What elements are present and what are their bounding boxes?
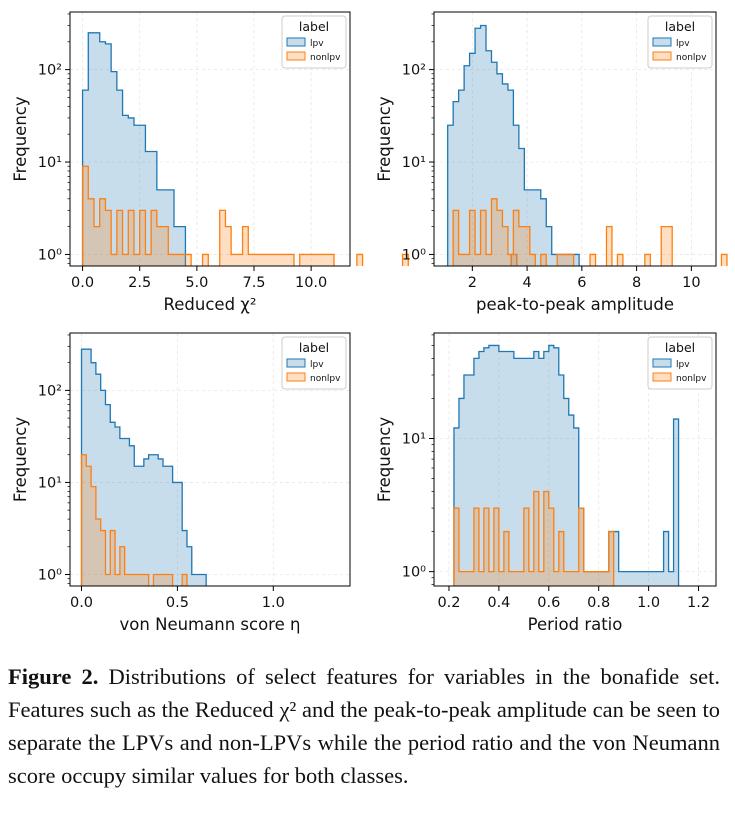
x-tick-label: 1.2 [687, 595, 710, 611]
legend-swatch-nonlpv [286, 51, 306, 61]
histogram-nonlpv [453, 490, 615, 586]
x-axis-label: Period ratio [528, 615, 623, 634]
histogram-period-ratio: 0.2 0.4 0.6 0.8 1.0 1.2 10⁰ 10¹ Period ratio Freq… [375, 332, 717, 634]
legend-swatch-nonlpv [652, 372, 672, 382]
legend-box [647, 336, 713, 390]
y-tick-label: 10² [38, 63, 62, 79]
x-tick-label: 8 [632, 275, 641, 291]
x-tick-label: 1.0 [637, 595, 660, 611]
y-tick-label: 10⁰ [402, 565, 426, 581]
y-tick-label: 10⁰ [402, 247, 426, 263]
legend-box [281, 15, 347, 69]
y-tick-label: 10¹ [38, 475, 62, 491]
histogram-lpv [80, 348, 207, 586]
legend-box [647, 15, 713, 69]
y-axis-label: Frequency [375, 417, 394, 502]
figure-caption: Figure 2. Distributions of select featur… [8, 660, 720, 792]
histogram-von-neumann-score: 0.0 0.5 1.0 10⁰ 10¹ 10² von Neumann score η Fre… [11, 332, 351, 634]
legend-label-lpv: lpv [676, 360, 690, 370]
y-tick-label: 10¹ [38, 155, 62, 171]
legend-swatch-lpv [286, 37, 306, 47]
x-tick-label: 0.0 [70, 595, 93, 611]
legend-label-lpv: lpv [310, 360, 324, 370]
legend-box [281, 336, 347, 390]
x-tick-label: 2 [468, 275, 477, 291]
figure-caption-text: Distributions of select features for var… [8, 664, 720, 788]
y-tick-label: 10² [38, 383, 62, 399]
y-axis-label: Frequency [375, 96, 394, 181]
x-tick-label: 5.0 [185, 275, 208, 291]
histogram-lpv [453, 344, 680, 586]
axes-frame [433, 11, 717, 267]
legend-label-lpv: lpv [676, 39, 690, 49]
legend-swatch-nonlpv [286, 372, 306, 382]
histogram-peak-to-peak-amplitude: 2 4 6 8 10 10⁰ 10¹ 10² peak-to-peak amplitude Fre… [375, 11, 728, 314]
legend-label-nonlpv: nonlpv [676, 53, 707, 63]
y-axis-label: Frequency [11, 417, 30, 502]
x-axis-label: peak-to-peak amplitude [476, 295, 674, 314]
axes-frame [433, 332, 717, 587]
y-tick-label: 10¹ [402, 155, 426, 171]
histogram-lpv [447, 24, 580, 266]
legend-swatch-nonlpv [652, 51, 672, 61]
x-tick-label: 0.5 [166, 595, 189, 611]
figure-caption-label: Figure 2. [8, 664, 99, 689]
y-axis-label: Frequency [11, 96, 30, 181]
x-tick-label: 0.4 [487, 595, 510, 611]
legend-swatch-lpv [652, 37, 672, 47]
x-axis-label: von Neumann score η [120, 615, 301, 634]
figure-panel-grid: 0.0 2.5 5.0 7.5 10.0 10⁰ 10¹ 10² Reduced χ² Frequ… [11, 11, 728, 634]
y-tick-label: 10¹ [402, 431, 426, 447]
legend-swatch-lpv [286, 358, 306, 368]
axes-frame [69, 11, 351, 267]
legend-label-nonlpv: nonlpv [310, 53, 341, 63]
x-tick-label: 2.5 [128, 275, 151, 291]
histogram-reduced-chi2: 0.0 2.5 5.0 7.5 10.0 10⁰ 10¹ 10² Reduced χ² Frequ… [11, 11, 518, 314]
legend-label-nonlpv: nonlpv [676, 374, 707, 384]
x-tick-label: 10 [682, 275, 700, 291]
x-tick-label: 0.8 [587, 595, 610, 611]
legend-label-nonlpv: nonlpv [310, 374, 341, 384]
x-axis-label: Reduced χ² [164, 295, 257, 314]
histogram-nonlpv [80, 454, 188, 586]
y-tick-label: 10⁰ [38, 247, 62, 263]
histogram-nonlpv [452, 198, 728, 266]
y-tick-label: 10⁰ [38, 567, 62, 583]
legend-swatch-lpv [652, 358, 672, 368]
x-tick-label: 4 [522, 275, 531, 291]
legend-title: label [665, 340, 695, 355]
x-tick-label: 0.2 [437, 595, 460, 611]
legend-title: label [299, 340, 329, 355]
x-tick-label: 0.6 [537, 595, 560, 611]
legend-title: label [299, 19, 329, 34]
histogram-lpv [81, 32, 187, 266]
x-tick-label: 0.0 [71, 275, 94, 291]
histogram-nonlpv [81, 165, 518, 266]
x-tick-label: 1.0 [262, 595, 285, 611]
axes-frame [69, 332, 351, 587]
legend-title: label [665, 19, 695, 34]
legend-label-lpv: lpv [310, 39, 324, 49]
x-tick-label: 6 [577, 275, 586, 291]
x-tick-label: 7.5 [242, 275, 265, 291]
y-tick-label: 10² [402, 63, 426, 79]
x-tick-label: 10.0 [295, 275, 327, 291]
